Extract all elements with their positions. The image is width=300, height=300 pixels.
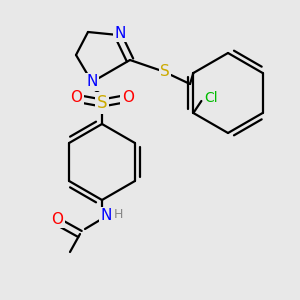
Text: N: N	[86, 74, 98, 89]
Text: O: O	[70, 91, 82, 106]
Text: N: N	[100, 208, 112, 224]
Text: H: H	[113, 208, 123, 221]
Text: S: S	[97, 94, 107, 112]
Text: N: N	[114, 26, 126, 40]
Text: Cl: Cl	[205, 91, 218, 105]
Text: O: O	[122, 91, 134, 106]
Text: O: O	[51, 212, 63, 226]
Text: S: S	[160, 64, 170, 80]
